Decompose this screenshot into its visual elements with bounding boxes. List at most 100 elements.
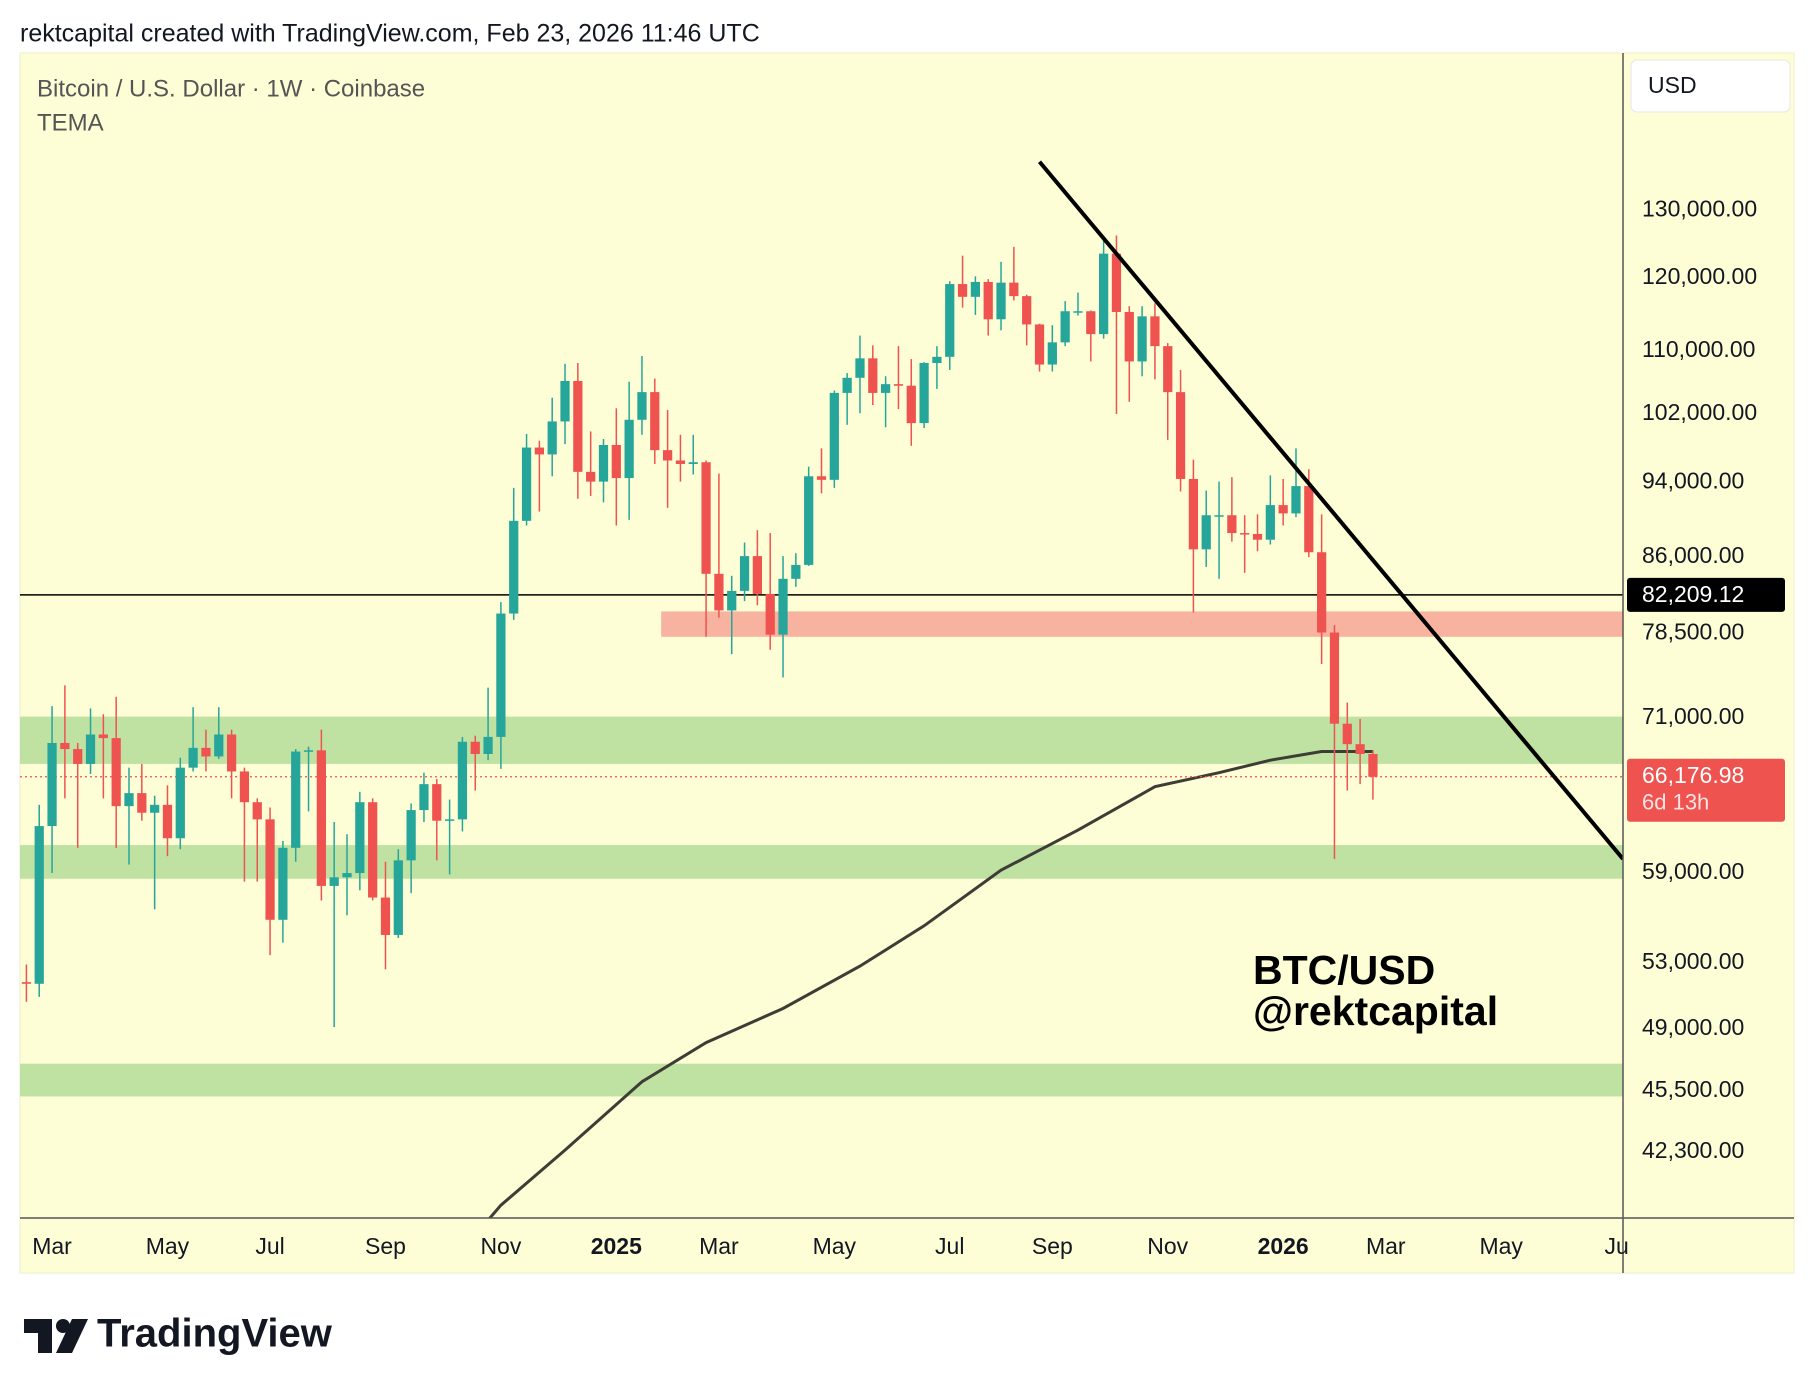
candle-body (380, 897, 391, 935)
candle-body (1201, 515, 1211, 550)
candle-body (573, 380, 583, 472)
candle-body (611, 444, 621, 479)
candle-body (73, 749, 83, 764)
candle-body (1163, 346, 1173, 393)
candle-body (342, 873, 352, 878)
x-tick-label: Nov (480, 1233, 521, 1259)
watermark-line: BTC/USD (1253, 947, 1435, 993)
candle-body (675, 460, 686, 464)
candle-body (598, 444, 609, 482)
candle-body (483, 736, 493, 754)
y-tick-label: 94,000.00 (1642, 468, 1744, 494)
candle-body (945, 284, 955, 357)
currency-box[interactable] (1630, 59, 1791, 113)
candle-body (1304, 486, 1314, 553)
candle-body (252, 802, 262, 820)
x-tick-label: May (1479, 1233, 1523, 1259)
candle-body (509, 520, 519, 614)
candle-body (881, 384, 891, 393)
candle-body (226, 734, 237, 772)
candle-body (791, 564, 801, 579)
candle-body (1022, 296, 1032, 325)
candle-body (1291, 486, 1301, 514)
candle-body (393, 860, 403, 935)
candle-body (727, 590, 737, 611)
candle-body (278, 847, 288, 920)
y-tick-label: 110,000.00 (1642, 336, 1755, 362)
currency-label[interactable]: USD (1648, 72, 1697, 98)
y-tick-label: 86,000.00 (1642, 542, 1744, 568)
x-tick-label: Sep (365, 1233, 406, 1259)
candle-body (560, 380, 570, 422)
x-tick-label: Jul (255, 1233, 284, 1259)
candle-body (893, 384, 904, 386)
credit: rektcapital created with TradingView.com… (20, 20, 760, 48)
brand-name: TradingView (97, 1312, 333, 1356)
candle-body (239, 771, 250, 803)
symbol-title: Bitcoin / U.S. Dollar · 1W · Coinbase (37, 75, 425, 102)
x-tick-label: Mar (1366, 1233, 1406, 1259)
level-tag (1627, 577, 1785, 612)
candle-body (1086, 311, 1096, 335)
x-tick-label: May (813, 1233, 857, 1259)
price-tag-label: 66,176.98 (1642, 762, 1744, 788)
candle-body (47, 742, 57, 827)
candle-body (778, 578, 788, 635)
candle-body (547, 421, 557, 455)
candle-body (124, 793, 134, 807)
candle-body (444, 819, 455, 821)
candle-body (752, 556, 762, 594)
y-tick-label: 59,000.00 (1642, 858, 1744, 884)
candle-body (1073, 311, 1083, 313)
x-tick-label: 2025 (591, 1233, 642, 1259)
candle-body (1175, 392, 1186, 479)
zone (661, 611, 1623, 637)
x-tick-label: Mar (699, 1233, 739, 1259)
x-tick-label: Sep (1032, 1233, 1073, 1259)
candle-body (842, 377, 852, 393)
candle-body (906, 385, 916, 424)
candle-body (265, 819, 275, 920)
candle-body (60, 742, 70, 750)
y-tick-label: 42,300.00 (1642, 1137, 1744, 1163)
candle-body (406, 810, 416, 861)
candle-body (586, 471, 596, 482)
price-countdown: 6d 13h (1642, 790, 1709, 815)
candle-body (419, 784, 429, 811)
candle-body (1137, 316, 1147, 362)
candle-body (368, 802, 378, 898)
candle-body (214, 734, 224, 757)
candle-body (739, 556, 750, 591)
zone (20, 1063, 1623, 1097)
candle-body (1329, 632, 1340, 724)
candle-body (496, 613, 506, 737)
x-tick-label: Mar (32, 1233, 72, 1259)
candle-body (457, 741, 468, 820)
candle-body (1214, 515, 1224, 517)
y-tick-label: 102,000.00 (1642, 399, 1757, 425)
trendline (1037, 160, 1623, 861)
indicator-name: TEMA (37, 109, 104, 136)
y-tick-label: 49,000.00 (1642, 1014, 1744, 1040)
candle-body (1034, 324, 1045, 365)
candle-body (111, 738, 121, 807)
candle-body (21, 982, 32, 984)
candle-body (1227, 515, 1237, 534)
candle-body (970, 281, 981, 297)
candle-body (303, 750, 314, 752)
candle-body (919, 362, 929, 424)
candle-body (662, 450, 673, 461)
candle-body (175, 767, 185, 839)
candle-body (188, 747, 198, 768)
candle-body (1124, 311, 1134, 362)
tema-line (487, 750, 1373, 1218)
candle-body (534, 447, 544, 455)
candle-body (816, 476, 827, 480)
watermark-line: @rektcapital (1253, 988, 1498, 1034)
candle-body (983, 281, 993, 320)
candle-body (868, 358, 878, 393)
candle-body (85, 734, 96, 764)
x-tick-label: Ju (1604, 1233, 1628, 1259)
